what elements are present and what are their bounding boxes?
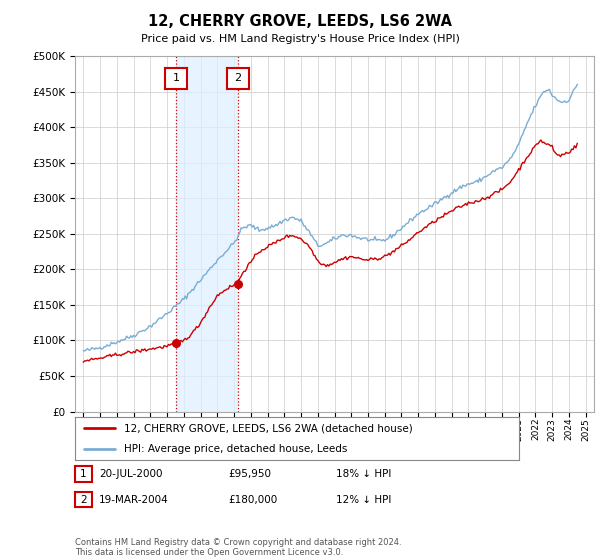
Text: 18% ↓ HPI: 18% ↓ HPI (336, 469, 391, 479)
Text: 19-MAR-2004: 19-MAR-2004 (99, 494, 169, 505)
Text: 1: 1 (173, 73, 180, 83)
Text: Price paid vs. HM Land Registry's House Price Index (HPI): Price paid vs. HM Land Registry's House … (140, 34, 460, 44)
Text: 12, CHERRY GROVE, LEEDS, LS6 2WA: 12, CHERRY GROVE, LEEDS, LS6 2WA (148, 14, 452, 29)
Text: HPI: Average price, detached house, Leeds: HPI: Average price, detached house, Leed… (124, 444, 347, 454)
Text: 20-JUL-2000: 20-JUL-2000 (99, 469, 163, 479)
Text: £180,000: £180,000 (228, 494, 277, 505)
Text: 12, CHERRY GROVE, LEEDS, LS6 2WA (detached house): 12, CHERRY GROVE, LEEDS, LS6 2WA (detach… (124, 423, 413, 433)
Text: Contains HM Land Registry data © Crown copyright and database right 2024.
This d: Contains HM Land Registry data © Crown c… (75, 538, 401, 557)
Text: 2: 2 (234, 73, 241, 83)
Text: 12% ↓ HPI: 12% ↓ HPI (336, 494, 391, 505)
Bar (176, 56, 238, 412)
Text: 2: 2 (80, 494, 87, 505)
Text: 1: 1 (80, 469, 87, 479)
Text: £95,950: £95,950 (228, 469, 271, 479)
